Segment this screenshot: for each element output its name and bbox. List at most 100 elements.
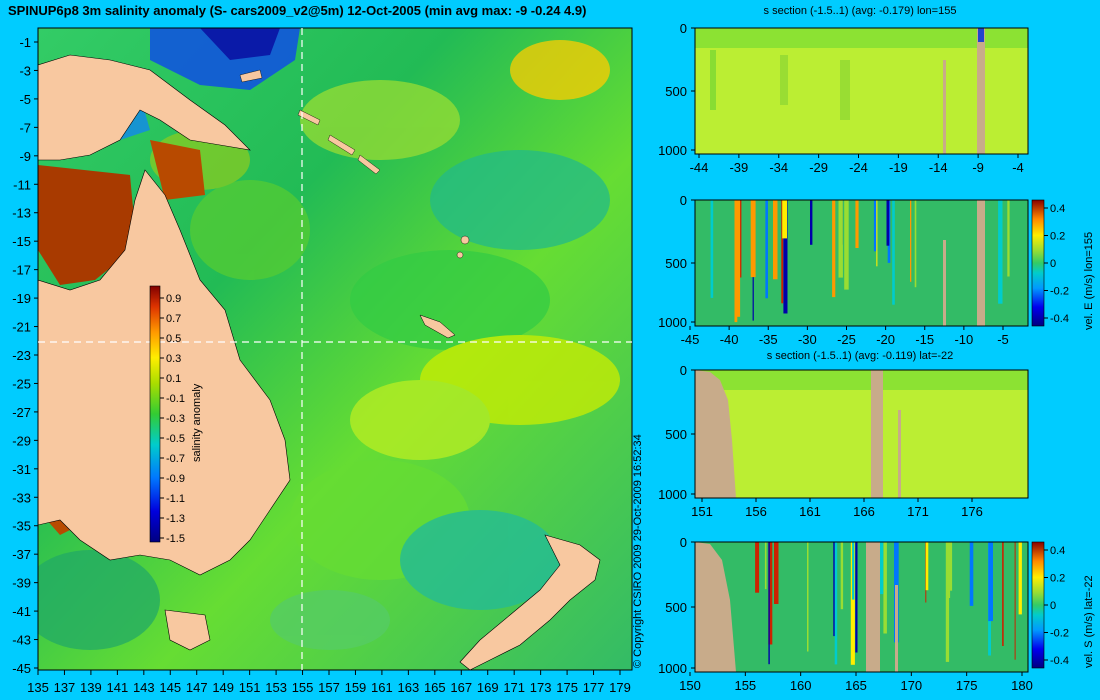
panel-y-label: 1000 — [658, 661, 687, 676]
panel-x-label: 151 — [691, 504, 713, 519]
panel-x-label: -44 — [690, 160, 709, 175]
panel-3-land — [695, 370, 736, 498]
panel-x-label: -29 — [809, 160, 828, 175]
velocity-band — [838, 200, 843, 278]
map-lon-label: 175 — [556, 680, 578, 695]
panel-y-label: 0 — [680, 21, 687, 36]
velocity-band — [892, 200, 895, 305]
map-lat-label: -35 — [12, 519, 31, 534]
panel-x-label: 176 — [961, 504, 983, 519]
panel-x-label: 171 — [907, 504, 929, 519]
map-lat-label: -29 — [12, 433, 31, 448]
panel-2-colorbar-ticks: 0.4 0.2 0 -0.2 -0.4 — [1044, 203, 1069, 325]
velocity-band — [883, 542, 887, 634]
panel-x-label: -45 — [681, 332, 700, 347]
panel-1-streak — [840, 60, 850, 120]
panel-2-seamount — [943, 240, 946, 326]
panel-x-label: -30 — [798, 332, 817, 347]
velocity-band — [852, 542, 855, 600]
velocity-band — [833, 542, 836, 637]
velocity-band — [755, 542, 760, 593]
colorbar-tick-label: 0.4 — [1050, 203, 1065, 215]
map-lat-label: -31 — [12, 462, 31, 477]
map-lat-label: -13 — [12, 206, 31, 221]
map-colorbar-tick-label: -0.9 — [166, 473, 185, 485]
velocity-band — [844, 200, 849, 290]
low-salinity-core — [200, 28, 280, 60]
velocity-band — [783, 200, 788, 314]
colorbar-tick-label: 0.4 — [1050, 545, 1065, 557]
panel-2-y-ticks: 0 500 1000 — [658, 193, 695, 330]
new-zealand-landmass — [459, 534, 601, 670]
panel-x-label: 170 — [900, 678, 922, 693]
velocity-band — [768, 542, 770, 665]
panel-x-label: 161 — [799, 504, 821, 519]
colorbar-tick-label: -0.2 — [1050, 628, 1069, 640]
map-colorbar-tick-label: 0.7 — [166, 313, 181, 325]
panel-3-seamount-2 — [898, 410, 901, 498]
panel-y-label: 1000 — [658, 487, 687, 502]
panel-3-x-ticks: 151 156 161 166 171 176 — [691, 498, 983, 519]
panel-4-land — [695, 542, 736, 672]
map-lon-label: 163 — [398, 680, 420, 695]
panel-3-salinity-lat-22: 0 500 1000 151 156 161 166 171 176 — [658, 363, 1029, 519]
panel-2-land — [977, 200, 985, 326]
velocity-band — [734, 200, 738, 323]
panel-y-label: 1000 — [658, 315, 687, 330]
velocity-band — [782, 200, 787, 239]
map-lat-label: -37 — [12, 547, 31, 562]
map-lon-ticks: 135 137 139 141 143 145 147 149 151 153 155 157 159 1… — [27, 670, 631, 695]
main-title: SPINUP6p8 3m salinity anomaly (S- cars20… — [8, 3, 587, 18]
panel-4-velocity-south: 0 500 1000 150 155 160 165 170 175 180 0.4 0.2 0 -0… — [658, 535, 1095, 693]
velocity-band — [925, 542, 929, 591]
map-lon-label: 165 — [424, 680, 446, 695]
map-lat-label: -7 — [19, 120, 31, 135]
panel-2-colorbar — [1031, 199, 1045, 327]
velocity-band — [832, 200, 836, 298]
high-salinity-gulf — [38, 165, 135, 285]
section-panels: 0 500 1000 -44 -39 -34 -29 -24 -19 -14 -9 -4 0 500 1… — [658, 21, 1095, 693]
panel-x-label: -25 — [837, 332, 856, 347]
panel-y-label: 500 — [665, 600, 687, 615]
panel-x-label: 166 — [853, 504, 875, 519]
panel-x-label: -14 — [929, 160, 948, 175]
panel-1-x-ticks: -44 -39 -34 -29 -24 -19 -14 -9 -4 — [690, 154, 1024, 175]
velocity-band — [840, 542, 844, 610]
map-lat-label: -45 — [12, 661, 31, 676]
panel-x-label: -34 — [769, 160, 788, 175]
panel-x-label: -35 — [759, 332, 778, 347]
panel-x-label: 156 — [745, 504, 767, 519]
velocity-band — [781, 200, 784, 304]
map-lat-label: -19 — [12, 291, 31, 306]
velocity-band — [765, 200, 768, 299]
velocity-band — [988, 542, 993, 622]
panel-x-label: 160 — [790, 678, 812, 693]
map-colorbar-tick-label: 0.3 — [166, 353, 181, 365]
velocity-band — [739, 200, 742, 278]
map-lat-label: -5 — [19, 92, 31, 107]
map-lat-label: -25 — [12, 376, 31, 391]
panel-y-label: 500 — [665, 427, 687, 442]
velocity-band — [1007, 200, 1010, 277]
velocity-band — [948, 542, 953, 591]
map-colorbar — [149, 285, 161, 543]
map-colorbar-tick-label: -0.3 — [166, 413, 185, 425]
velocity-band — [886, 200, 890, 246]
map-lat-label: -3 — [19, 63, 31, 78]
map-lon-label: 159 — [345, 680, 367, 695]
panel-y-label: 1000 — [658, 143, 687, 158]
velocity-band — [1014, 542, 1016, 660]
new-guinea-landmass — [38, 54, 251, 161]
high-salinity-coral-sea — [150, 140, 205, 200]
australia-landmass — [38, 169, 291, 576]
map-colorbar-tick-label: 0.1 — [166, 373, 181, 385]
map-lon-label: 149 — [212, 680, 234, 695]
salinity-map: -1 -3 -5 -7 -9 -11 -13 -15 -17 -19 -21 -23 -25 -27 -29… — [12, 27, 633, 695]
panel-x-label: 175 — [956, 678, 978, 693]
map-lat-label: -11 — [13, 177, 31, 192]
map-lon-label: 153 — [265, 680, 287, 695]
panel-x-label: -24 — [849, 160, 868, 175]
colorbar-tick-label: 0.2 — [1050, 573, 1065, 585]
map-lon-label: 139 — [80, 680, 102, 695]
